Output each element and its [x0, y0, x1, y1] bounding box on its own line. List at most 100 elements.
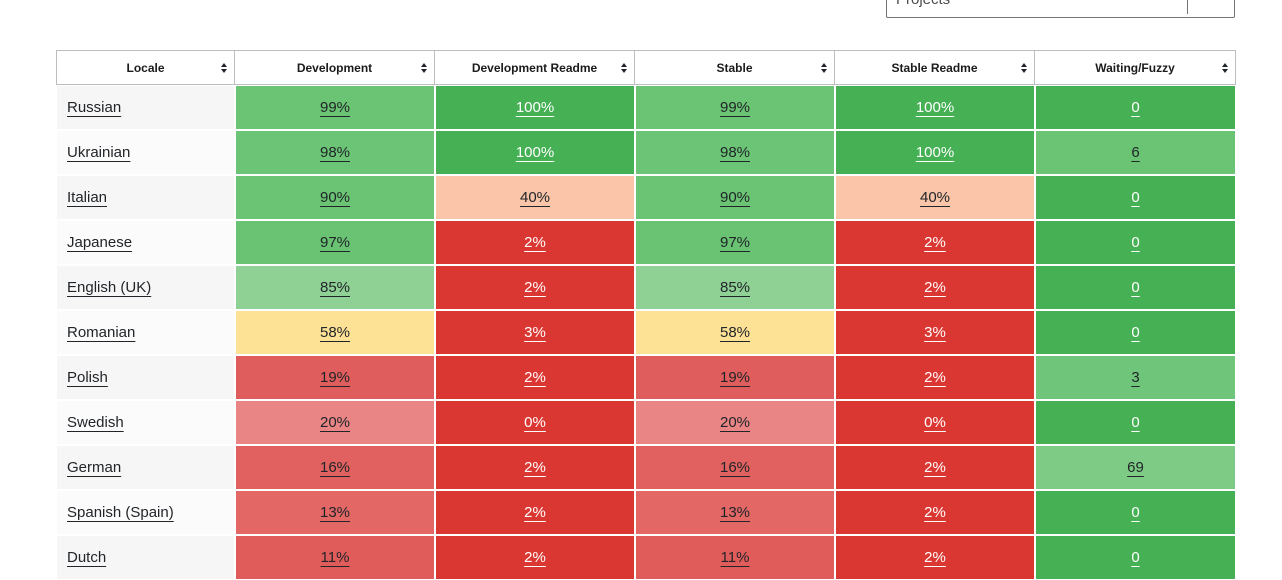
stat-link[interactable]: 2%	[924, 504, 946, 521]
stat-cell: 13%	[235, 490, 435, 535]
sort-icon	[821, 62, 827, 73]
stat-cell: 11%	[635, 535, 835, 580]
projects-dropdown[interactable]: Projects	[886, 0, 1235, 18]
stat-link[interactable]: 98%	[319, 144, 351, 161]
column-header-waiting-fuzzy[interactable]: Waiting/Fuzzy	[1035, 50, 1236, 85]
stat-link[interactable]: 2%	[524, 279, 546, 296]
stat-link[interactable]: 2%	[924, 234, 946, 251]
locale-link[interactable]: Swedish	[67, 414, 124, 431]
stat-link[interactable]: 13%	[719, 504, 751, 521]
stat-link[interactable]: 58%	[719, 324, 751, 341]
locale-link[interactable]: Dutch	[67, 549, 107, 566]
stat-link[interactable]: 6	[1131, 144, 1140, 161]
column-header-development[interactable]: Development	[235, 50, 435, 85]
stat-cell: 19%	[235, 355, 435, 400]
stat-link[interactable]: 3	[1131, 369, 1140, 386]
stat-link[interactable]: 0%	[524, 414, 546, 431]
stat-link[interactable]: 85%	[319, 279, 351, 296]
stat-link[interactable]: 2%	[924, 549, 946, 566]
stat-link[interactable]: 0	[1131, 189, 1140, 206]
stat-cell: 0	[1035, 85, 1236, 130]
column-header-label: Stable	[716, 60, 753, 75]
stat-link[interactable]: 0	[1131, 414, 1140, 431]
stat-link[interactable]: 99%	[319, 99, 351, 116]
stat-cell: 100%	[835, 85, 1035, 130]
locale-link[interactable]: Ukrainian	[67, 144, 131, 161]
locale-link[interactable]: Russian	[67, 99, 122, 116]
locale-link[interactable]: Italian	[67, 189, 108, 206]
column-header-development-readme[interactable]: Development Readme	[435, 50, 635, 85]
stat-link[interactable]: 20%	[319, 414, 351, 431]
stat-link[interactable]: 99%	[719, 99, 751, 116]
sort-icon	[221, 62, 227, 73]
stat-link[interactable]: 3%	[524, 324, 546, 341]
stat-link[interactable]: 2%	[524, 459, 546, 476]
stat-cell: 2%	[435, 535, 635, 580]
stat-link[interactable]: 19%	[719, 369, 751, 386]
column-header-stable-readme[interactable]: Stable Readme	[835, 50, 1035, 85]
locale-link[interactable]: Japanese	[67, 234, 133, 251]
stat-link[interactable]: 97%	[319, 234, 351, 251]
stat-link[interactable]: 2%	[524, 549, 546, 566]
locale-link[interactable]: English (UK)	[67, 279, 152, 296]
stat-link[interactable]: 0	[1131, 504, 1140, 521]
stat-link[interactable]: 100%	[515, 99, 555, 116]
locale-link[interactable]: Spanish (Spain)	[67, 504, 174, 521]
stat-cell: 2%	[435, 445, 635, 490]
stat-link[interactable]: 98%	[719, 144, 751, 161]
locale-link[interactable]: Romanian	[67, 324, 136, 341]
stat-link[interactable]: 100%	[915, 99, 955, 116]
stat-cell: 13%	[635, 490, 835, 535]
stat-link[interactable]: 100%	[515, 144, 555, 161]
stat-cell: 40%	[835, 175, 1035, 220]
stat-link[interactable]: 16%	[719, 459, 751, 476]
stat-link[interactable]: 20%	[719, 414, 751, 431]
stat-link[interactable]: 97%	[719, 234, 751, 251]
locale-cell: Spanish (Spain)	[56, 490, 235, 535]
stat-link[interactable]: 90%	[719, 189, 751, 206]
column-header-locale[interactable]: Locale	[56, 50, 235, 85]
stat-cell: 0	[1035, 490, 1236, 535]
stat-cell: 16%	[635, 445, 835, 490]
stat-cell: 2%	[435, 355, 635, 400]
column-header-stable[interactable]: Stable	[635, 50, 835, 85]
stat-link[interactable]: 2%	[524, 234, 546, 251]
stat-cell: 19%	[635, 355, 835, 400]
stat-cell: 100%	[435, 85, 635, 130]
stat-link[interactable]: 0	[1131, 99, 1140, 116]
stat-link[interactable]: 58%	[319, 324, 351, 341]
locale-cell: Russian	[56, 85, 235, 130]
stat-link[interactable]: 13%	[319, 504, 351, 521]
stat-cell: 99%	[235, 85, 435, 130]
column-header-label: Waiting/Fuzzy	[1095, 60, 1175, 75]
stat-link[interactable]: 2%	[924, 369, 946, 386]
locale-cell: Ukrainian	[56, 130, 235, 175]
stat-link[interactable]: 0	[1131, 279, 1140, 296]
stat-link[interactable]: 2%	[524, 369, 546, 386]
stat-link[interactable]: 2%	[524, 504, 546, 521]
stat-link[interactable]: 0	[1131, 549, 1140, 566]
locale-link[interactable]: German	[67, 459, 122, 476]
stat-link[interactable]: 40%	[919, 189, 951, 206]
stat-link[interactable]: 40%	[519, 189, 551, 206]
stat-link[interactable]: 85%	[719, 279, 751, 296]
projects-dropdown-label: Projects	[896, 0, 950, 8]
stat-link[interactable]: 90%	[319, 189, 351, 206]
stat-link[interactable]: 69	[1127, 459, 1144, 476]
locale-link[interactable]: Polish	[67, 369, 108, 386]
stat-link[interactable]: 100%	[915, 144, 955, 161]
stat-link[interactable]: 0	[1131, 324, 1140, 341]
stat-link[interactable]: 2%	[924, 459, 946, 476]
stat-cell: 0	[1035, 175, 1236, 220]
stat-link[interactable]: 3%	[924, 324, 946, 341]
stat-link[interactable]: 19%	[319, 369, 351, 386]
column-header-label: Development	[296, 60, 373, 75]
stat-link[interactable]: 11%	[720, 549, 750, 566]
stat-link[interactable]: 16%	[319, 459, 351, 476]
stat-link[interactable]: 2%	[924, 279, 946, 296]
stat-cell: 0	[1035, 535, 1236, 580]
sort-icon	[1222, 62, 1228, 73]
stat-link[interactable]: 0	[1131, 234, 1140, 251]
stat-link[interactable]: 11%	[320, 549, 350, 566]
stat-link[interactable]: 0%	[924, 414, 946, 431]
